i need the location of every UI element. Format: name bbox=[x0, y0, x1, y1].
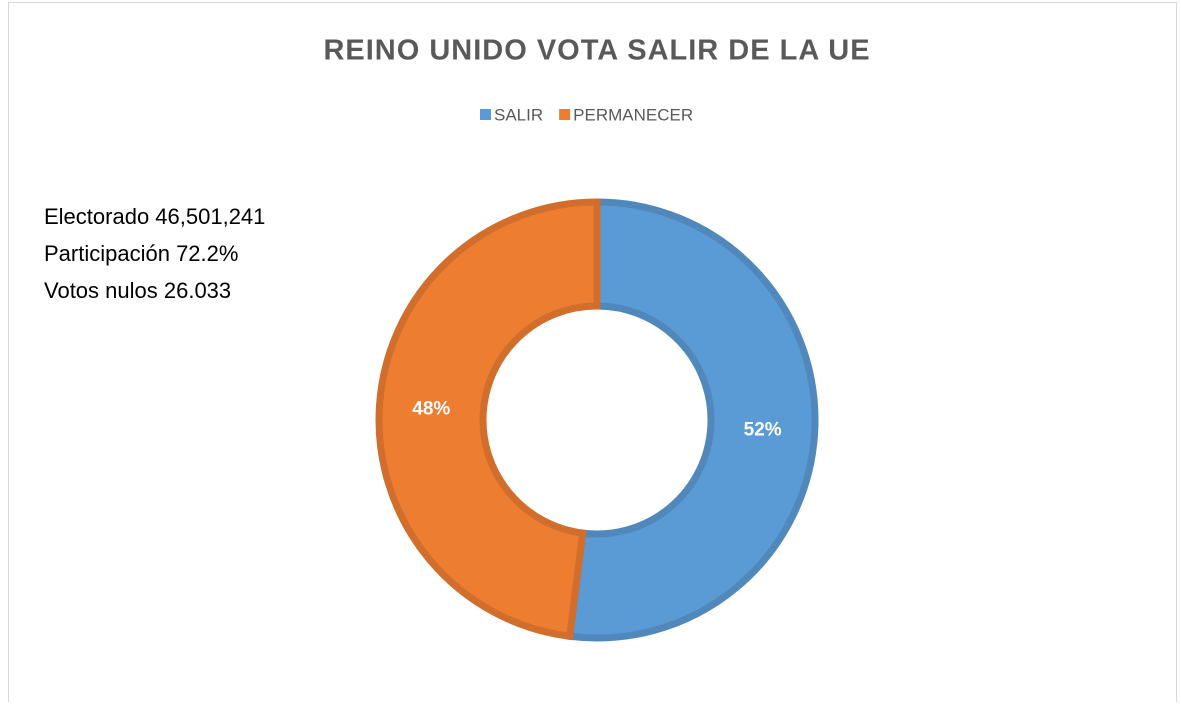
annotation: Electorado 46,501,241 bbox=[44, 204, 265, 229]
legend-label: SALIR bbox=[494, 105, 543, 124]
donut-slice bbox=[565, 198, 819, 642]
legend-swatch bbox=[559, 109, 571, 120]
data-label: 48% bbox=[412, 399, 450, 420]
data-label: 52% bbox=[744, 419, 782, 440]
legend-swatch bbox=[480, 109, 491, 120]
annotation: Participación 72.2% bbox=[44, 241, 238, 266]
chart-title: REINO UNIDO VOTA SALIR DE LA UE bbox=[323, 35, 870, 67]
legend-label: PERMANECER bbox=[573, 105, 693, 124]
annotation: Votos nulos 26.033 bbox=[44, 278, 231, 303]
donut-slice bbox=[375, 198, 601, 641]
